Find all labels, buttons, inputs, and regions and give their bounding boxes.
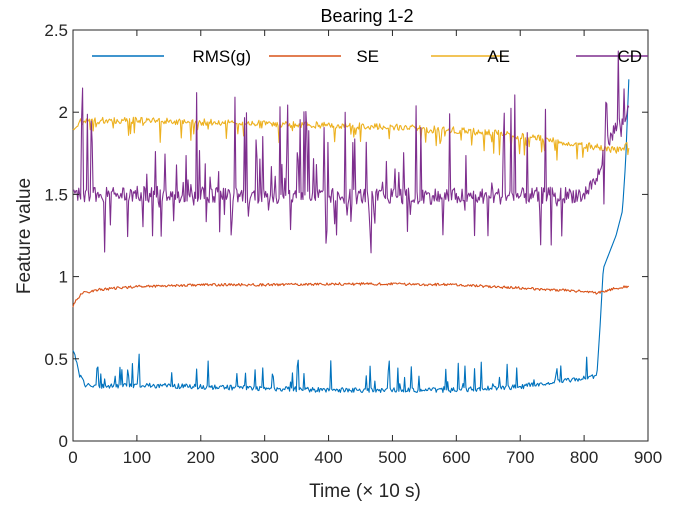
x-tick-label: 700 [506,448,534,467]
legend-label: SE [356,47,379,66]
plot-area: 0 100 200 300 400 500 600 700 800 900 0 0.5 1 1.5 2 2.5 [44,21,662,467]
series-line-cd [72,50,630,254]
legend-label: AE [487,47,510,66]
y-tick-label: 2.5 [44,21,68,40]
legend-label: CD [617,47,642,66]
legend-label: RMS(g) [192,47,251,66]
y-tick-label: 1 [59,268,68,287]
x-tick-label: 200 [187,448,215,467]
y-tick-label: 1.5 [44,185,68,204]
x-tick-label: 800 [570,448,598,467]
y-tick-label: 0.5 [44,350,68,369]
y-axis-title: Feature value [14,178,35,294]
axes-box [72,29,649,442]
x-tick-label: 0 [68,448,77,467]
x-tick-label: 500 [378,448,406,467]
x-tick-label: 100 [123,448,151,467]
x-tick-label: 600 [442,448,470,467]
x-axis-title: Time (× 10 s) [309,481,421,502]
series-line-se [72,282,629,308]
series-layer [72,50,630,394]
chart-title: Bearing 1-2 [320,6,413,26]
x-tick-label: 300 [250,448,278,467]
y-tick-label: 2 [59,103,68,122]
legend: RMS(g) SE AE CD [92,47,648,66]
y-tick-label: 0 [59,432,68,451]
ticks-layer: 0 100 200 300 400 500 600 700 800 900 0 0.5 1 1.5 2 2.5 [44,21,662,467]
series-line-ae [72,116,630,161]
x-tick-label: 400 [314,448,342,467]
series-line-rms-g [72,79,630,394]
x-tick-label: 900 [634,448,662,467]
